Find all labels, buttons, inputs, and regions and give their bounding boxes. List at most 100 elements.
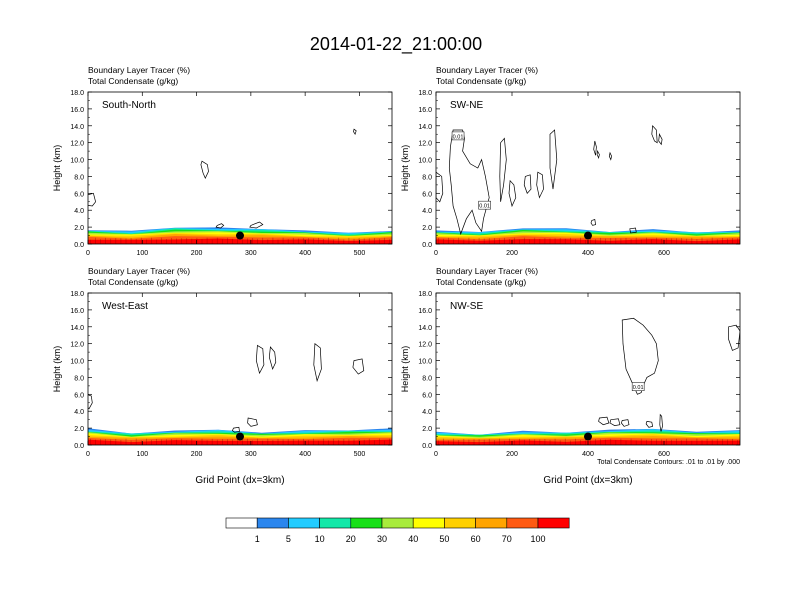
plot-frame — [87, 91, 393, 245]
x-tick-label: 400 — [299, 451, 311, 458]
condensate-contour — [249, 221, 264, 229]
x-tick-label: 600 — [658, 250, 670, 257]
x-tick-label: 500 — [354, 250, 366, 257]
condensate-contour — [448, 129, 490, 236]
colorbar-label: 20 — [346, 534, 356, 544]
condensate-contour — [598, 416, 610, 426]
condensate-contour — [508, 179, 517, 208]
x-tick-label: 400 — [582, 250, 594, 257]
y-axis-label: Height (km) — [52, 145, 62, 192]
y-tick-label: 0.0 — [422, 443, 432, 450]
condensate-contour — [200, 160, 209, 179]
condensate-contour — [352, 358, 365, 375]
panel-subtitle: Boundary Layer Tracer (%) — [88, 266, 190, 276]
y-tick-label: 14.0 — [70, 124, 84, 131]
condensate-contour — [728, 324, 740, 351]
x-tick-label: 0 — [434, 250, 438, 257]
panel-title: West-East — [102, 301, 148, 312]
x-tick-label: 100 — [136, 451, 148, 458]
condensate-contour — [651, 124, 658, 144]
condensate-contour — [596, 149, 600, 159]
condensate-contour — [659, 413, 663, 432]
x-axis-label: Grid Point (dx=3km) — [195, 475, 284, 486]
x-tick-label: 400 — [582, 451, 594, 458]
x-tick-label: 400 — [299, 250, 311, 257]
panel-title: SW-NE — [450, 100, 483, 111]
y-tick-label: 18.0 — [70, 90, 84, 97]
x-tick-label: 200 — [191, 451, 203, 458]
y-tick-label: 8.0 — [74, 375, 84, 382]
y-tick-label: 2.0 — [74, 225, 84, 232]
y-tick-label: 0.0 — [422, 242, 432, 249]
y-tick-label: 18.0 — [418, 90, 432, 97]
colorbar-swatch — [475, 517, 508, 529]
plot-area: 0.01 0.01 — [436, 124, 740, 244]
panel-west-east: Boundary Layer Tracer (%)Total Condensat… — [52, 266, 393, 486]
panel-sw-ne: Boundary Layer Tracer (%)Total Condensat… — [400, 65, 741, 257]
condensate-contour — [313, 343, 322, 383]
condensate-contour — [88, 394, 93, 410]
panel-subtitle: Boundary Layer Tracer (%) — [88, 65, 190, 75]
colorbar-swatch — [412, 517, 445, 529]
y-tick-label: 4.0 — [422, 208, 432, 215]
y-tick-label: 0.0 — [74, 242, 84, 249]
y-tick-label: 16.0 — [70, 308, 84, 315]
contour-label-box — [631, 382, 645, 391]
y-tick-label: 4.0 — [422, 409, 432, 416]
y-axis-label: Height (km) — [400, 145, 410, 192]
condensate-contour — [268, 346, 277, 370]
tracer-band-10 — [88, 238, 392, 244]
contour-label-box — [478, 200, 491, 210]
y-tick-label: 10.0 — [70, 359, 84, 366]
x-tick-label: 200 — [191, 250, 203, 257]
x-tick-label: 300 — [245, 451, 257, 458]
colorbar-swatch — [350, 517, 383, 529]
panel-subtitle: Boundary Layer Tracer (%) — [436, 266, 538, 276]
condensate-contour — [536, 171, 544, 199]
condensate-contour — [523, 174, 532, 194]
x-tick-label: 200 — [506, 451, 518, 458]
condensate-contour — [353, 128, 357, 136]
y-tick-label: 16.0 — [418, 107, 432, 114]
condensate-contour — [255, 344, 265, 375]
panel-title: NW-SE — [450, 301, 483, 312]
colorbar-label: 10 — [315, 534, 325, 544]
colorbar-label: 40 — [408, 534, 418, 544]
x-tick-label: 300 — [245, 250, 257, 257]
panel-subtitle: Total Condensate (g/kg) — [88, 277, 178, 287]
panels: Boundary Layer Tracer (%)Total Condensat… — [52, 65, 741, 486]
y-tick-label: 4.0 — [74, 409, 84, 416]
condensate-contour — [88, 192, 96, 207]
condensate-contour — [215, 223, 225, 229]
y-tick-label: 18.0 — [70, 291, 84, 298]
x-tick-label: 100 — [136, 250, 148, 257]
y-tick-label: 14.0 — [418, 124, 432, 131]
colorbar-swatch — [225, 517, 258, 529]
colorbar-swatch — [381, 517, 414, 529]
colorbar-swatch — [537, 517, 570, 529]
y-tick-label: 10.0 — [70, 158, 84, 165]
colorbar-label: 70 — [502, 534, 512, 544]
y-tick-label: 14.0 — [70, 325, 84, 332]
location-marker — [236, 432, 244, 441]
panel-nw-se: Boundary Layer Tracer (%)Total Condensat… — [400, 266, 741, 486]
location-marker — [584, 231, 592, 240]
panel-subtitle: Boundary Layer Tracer (%) — [436, 65, 538, 75]
condensate-contour — [247, 417, 258, 427]
condensate-contour — [629, 227, 637, 234]
colorbar-swatch — [506, 517, 539, 529]
plot-frame — [87, 292, 393, 446]
y-tick-label: 12.0 — [70, 141, 84, 148]
plot-area — [88, 343, 392, 445]
colorbar-swatch — [288, 517, 320, 529]
y-tick-label: 2.0 — [74, 426, 84, 433]
x-tick-label: 200 — [506, 250, 518, 257]
y-tick-label: 6.0 — [74, 191, 84, 198]
contour-label: 0.01 — [479, 204, 490, 210]
x-tick-label: 0 — [434, 451, 438, 458]
condensate-contour — [436, 171, 444, 203]
y-tick-label: 2.0 — [422, 426, 432, 433]
condensate-contour — [645, 421, 654, 428]
y-axis-label: Height (km) — [52, 346, 62, 393]
panel-title: South-North — [102, 100, 156, 111]
